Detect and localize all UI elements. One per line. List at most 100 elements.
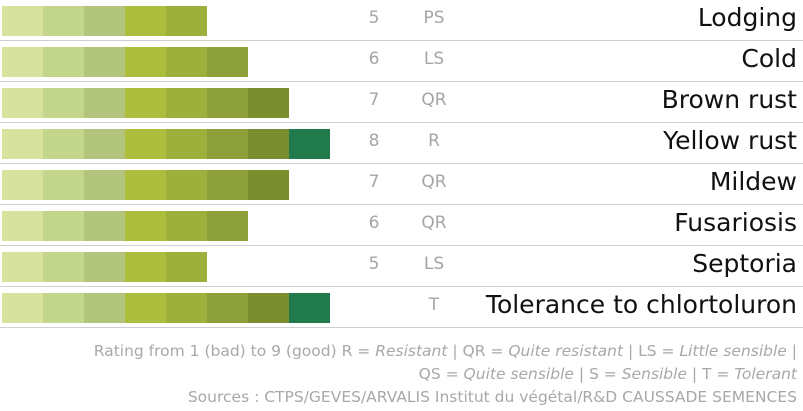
row-divider (0, 81, 803, 82)
rating-code: QR (421, 90, 447, 110)
legend-text: Sensible (621, 365, 687, 383)
bar-segment (207, 129, 249, 159)
bar-segment (2, 293, 44, 323)
bar-segment (84, 293, 126, 323)
chart-row: 6 QR Fusariosis (0, 205, 803, 246)
bar-segment (84, 252, 126, 282)
rating-legend: Rating from 1 (bad) to 9 (good) R = Resi… (7, 340, 797, 363)
chart-row: 7 QR Mildew (0, 164, 803, 205)
chart-row: 8 R Yellow rust (0, 123, 803, 164)
legend-text: | LS = (623, 342, 680, 360)
chart-row: 5 PS Lodging (0, 0, 803, 41)
bar-segment (125, 211, 167, 241)
score-label: 7 (368, 172, 380, 192)
footnote: Rating from 1 (bad) to 9 (good) R = Resi… (7, 340, 797, 409)
trait-label: Cold (741, 44, 797, 73)
bar-segment (2, 129, 44, 159)
bar-segment (166, 6, 207, 36)
bar-segment (43, 6, 85, 36)
chart-row: 5 LS Septoria (0, 246, 803, 287)
bar-segment (43, 88, 85, 118)
bar-segment (84, 211, 126, 241)
legend-text: | (786, 342, 797, 360)
row-divider (0, 163, 803, 164)
chart-row: 6 LS Cold (0, 41, 803, 82)
bar-segment (2, 47, 44, 77)
rating-code: T (428, 295, 440, 315)
bar-segment (207, 47, 248, 77)
bar-segment (207, 211, 248, 241)
row-divider (0, 122, 803, 123)
bar-segment (166, 129, 208, 159)
rating-code: QR (421, 172, 447, 192)
trait-label: Mildew (709, 167, 797, 196)
bar-segment (248, 293, 290, 323)
legend-text: Rating from 1 (bad) to 9 (good) R = (93, 342, 376, 360)
legend-text: | S = (573, 365, 622, 383)
bar-segment (166, 88, 208, 118)
bar-segment (125, 170, 167, 200)
bar-segment (2, 211, 44, 241)
bar-segment (248, 129, 290, 159)
bar-segment (125, 6, 167, 36)
bar-segment (207, 88, 249, 118)
chart-row: T Tolerance to chlortoluron (0, 287, 803, 328)
bar-segment (125, 129, 167, 159)
legend-text: QS = (418, 365, 464, 383)
bar-segment (125, 252, 167, 282)
sources-line: Sources : CTPS/GEVES/ARVALIS Institut du… (187, 388, 797, 406)
score-label: 8 (368, 131, 380, 151)
legend-text: Resistant (375, 342, 448, 360)
bar-segment (43, 252, 85, 282)
rating-code: QR (421, 213, 447, 233)
bar-segment (84, 88, 126, 118)
bar-segment (43, 293, 85, 323)
row-divider (0, 40, 803, 41)
trait-label: Brown rust (661, 85, 797, 114)
bar-segment (289, 129, 330, 159)
rating-legend-cont: QS = Quite sensible | S = Sensible | T =… (7, 363, 797, 386)
bar-segment (2, 252, 44, 282)
bar-segment (43, 129, 85, 159)
row-divider (0, 245, 803, 246)
bar-segment (207, 293, 249, 323)
rating-code: LS (423, 49, 445, 69)
bar-segment (125, 47, 167, 77)
row-divider (0, 204, 803, 205)
bar-segment (43, 211, 85, 241)
legend-text: Little sensible (679, 342, 787, 360)
trait-label: Lodging (697, 3, 797, 32)
legend-text: Tolerant (734, 365, 797, 383)
legend-text: | T = (686, 365, 735, 383)
bar-segment (2, 6, 44, 36)
score-label: 5 (368, 254, 380, 274)
trait-label: Fusariosis (674, 208, 797, 237)
row-divider (0, 286, 803, 287)
bar-segment (207, 170, 249, 200)
score-label: 6 (368, 49, 380, 69)
score-label: 7 (368, 90, 380, 110)
bar-segment (166, 170, 208, 200)
trait-label: Septoria (692, 249, 797, 278)
trait-label: Yellow rust (663, 126, 797, 155)
bar-segment (248, 88, 289, 118)
bar-segment (125, 293, 167, 323)
rating-code: R (428, 131, 440, 151)
bar-segment (166, 293, 208, 323)
score-label: 5 (368, 8, 380, 28)
legend-text: Quite resistant (508, 342, 624, 360)
bar-segment (248, 170, 289, 200)
bar-segment (84, 6, 126, 36)
bar-segment (84, 129, 126, 159)
bar-segment (166, 47, 208, 77)
trait-label: Tolerance to chlortoluron (485, 290, 797, 319)
rating-chart: 5 PS Lodging 6 LS Cold 7 QR Brown rust 8 R Yellow r… (0, 0, 803, 328)
rating-code: PS (423, 8, 445, 28)
bar-segment (2, 88, 44, 118)
bar-segment (289, 293, 330, 323)
bar-segment (166, 252, 207, 282)
legend-text: | QR = (447, 342, 509, 360)
bar-segment (84, 170, 126, 200)
bar-segment (125, 88, 167, 118)
chart-row: 7 QR Brown rust (0, 82, 803, 123)
